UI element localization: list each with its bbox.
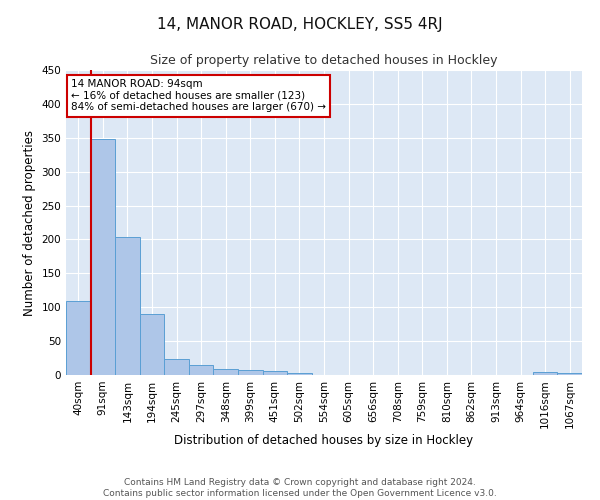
Bar (533, 372, 557, 375)
Text: 14 MANOR ROAD: 94sqm
← 16% of detached houses are smaller (123)
84% of semi-deta: 14 MANOR ROAD: 94sqm ← 16% of detached h… (71, 79, 326, 112)
Title: Size of property relative to detached houses in Hockley: Size of property relative to detached ho… (150, 54, 498, 68)
Bar (189, 365, 214, 375)
Bar (287, 373, 312, 375)
Bar (115, 236, 140, 375)
Bar (263, 371, 287, 375)
Bar (238, 370, 263, 375)
Bar (66, 301, 91, 375)
Bar (91, 139, 115, 375)
Text: 14, MANOR ROAD, HOCKLEY, SS5 4RJ: 14, MANOR ROAD, HOCKLEY, SS5 4RJ (157, 18, 443, 32)
Bar (140, 314, 164, 375)
Y-axis label: Number of detached properties: Number of detached properties (23, 130, 36, 316)
Text: Contains HM Land Registry data © Crown copyright and database right 2024.
Contai: Contains HM Land Registry data © Crown c… (103, 478, 497, 498)
Bar (164, 358, 189, 375)
Bar (557, 373, 582, 375)
X-axis label: Distribution of detached houses by size in Hockley: Distribution of detached houses by size … (175, 434, 473, 447)
Bar (214, 369, 238, 375)
